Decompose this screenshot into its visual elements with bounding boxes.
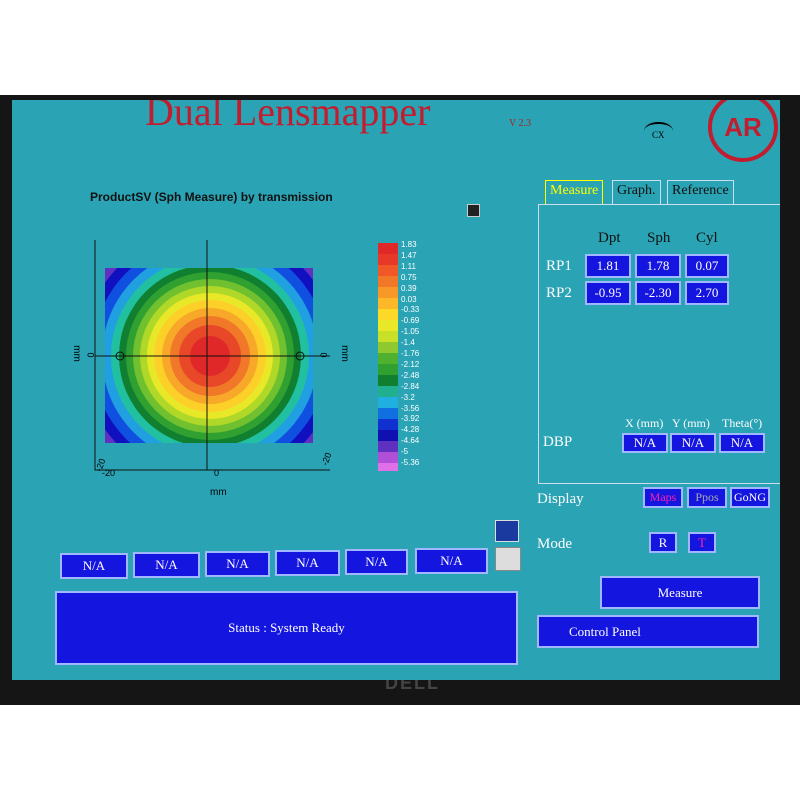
x-axis-label: mm (210, 487, 227, 498)
value-field: N/A (670, 433, 716, 453)
eye-icon: CX (644, 122, 673, 140)
na-field: N/A (345, 549, 408, 575)
x-tick: -20 (102, 468, 116, 478)
scale-label: -2.48 (401, 370, 420, 380)
print-icon[interactable] (495, 547, 521, 571)
x-tick: 0 (214, 468, 220, 478)
scale-label: -2.12 (401, 359, 420, 369)
scale-label: -0.33 (401, 305, 420, 315)
app-title: Dual Lensmapper (145, 100, 431, 134)
right-axis-label: mm (338, 345, 350, 362)
column-header: Dpt (598, 230, 621, 246)
display-button[interactable]: Maps (643, 487, 683, 508)
version: V 2.3 (509, 118, 532, 129)
row-label: DBP (543, 434, 573, 450)
mode-label: Mode (537, 536, 572, 552)
scale-label: -1.05 (401, 327, 420, 337)
scale-label: -1.4 (401, 338, 415, 348)
value-field: 2.70 (685, 281, 729, 305)
scale-label: 0.75 (401, 272, 417, 282)
value-field: -0.95 (585, 281, 631, 305)
screen: Dual Lensmapper V 2.3 CX AR ProductSV (S… (12, 100, 780, 680)
value-field: 0.07 (685, 254, 729, 278)
scale-label: -4.28 (401, 425, 420, 435)
logo: AR (708, 100, 778, 162)
column-header: Theta(°) (722, 416, 763, 430)
control-panel-button[interactable]: Control Panel (537, 615, 759, 648)
na-field: N/A (133, 552, 200, 578)
scale-label: 1.11 (401, 261, 416, 271)
scale-label: -3.2 (401, 392, 415, 402)
scale-label: -5.36 (401, 458, 420, 467)
display-label: Display (537, 491, 584, 507)
mode-button[interactable]: T (688, 532, 716, 553)
value-field: N/A (622, 433, 668, 453)
column-header: Cyl (696, 230, 718, 246)
scale-label: -0.69 (401, 316, 420, 326)
color-scale (378, 243, 398, 471)
map-graphics (94, 240, 398, 471)
scale-label: -3.56 (401, 403, 420, 413)
tab[interactable]: Measure (545, 180, 604, 204)
na-field: N/A (415, 548, 488, 574)
na-field: N/A (275, 550, 340, 576)
value-field: N/A (719, 433, 765, 453)
right-tick: 0 (318, 352, 329, 358)
left-axis-label: mm (70, 345, 82, 362)
map-frame (94, 240, 330, 471)
scale-label: 1.47 (401, 250, 417, 260)
row-label: RP2 (546, 285, 572, 301)
column-header: Y (mm) (672, 416, 710, 430)
map-option-button[interactable] (467, 204, 480, 217)
column-header: Sph (647, 230, 671, 246)
value-field: 1.78 (635, 254, 681, 278)
scale-label: -1.76 (401, 349, 420, 358)
map-title: ProductSV (Sph Measure) by transmission (90, 190, 333, 204)
na-field: N/A (60, 553, 128, 579)
scale-label: -3.92 (401, 414, 420, 424)
measure-button[interactable]: Measure (600, 576, 760, 609)
tab[interactable]: Graph. (612, 180, 661, 204)
column-header: X (mm) (625, 416, 664, 430)
na-field: N/A (205, 551, 270, 577)
scale-label: -4.64 (401, 436, 420, 446)
status-bar: Status : System Ready (55, 591, 518, 665)
scale-label: -2.84 (401, 381, 420, 391)
save-icon[interactable] (495, 520, 519, 542)
scale-label: 1.83 (401, 240, 417, 249)
measure-panel (538, 204, 780, 484)
display-button[interactable]: Ppos (687, 487, 727, 508)
value-field: 1.81 (585, 254, 631, 278)
mode-button[interactable]: R (649, 532, 677, 553)
display-button[interactable]: GoNG (730, 487, 770, 508)
scale-label: -5 (401, 447, 409, 457)
scale-label: 0.03 (401, 294, 417, 304)
row-label: RP1 (546, 258, 572, 274)
tab[interactable]: Reference (667, 180, 734, 204)
scale-label: 0.39 (401, 283, 417, 293)
value-field: -2.30 (635, 281, 681, 305)
left-tick: 0 (85, 352, 96, 358)
